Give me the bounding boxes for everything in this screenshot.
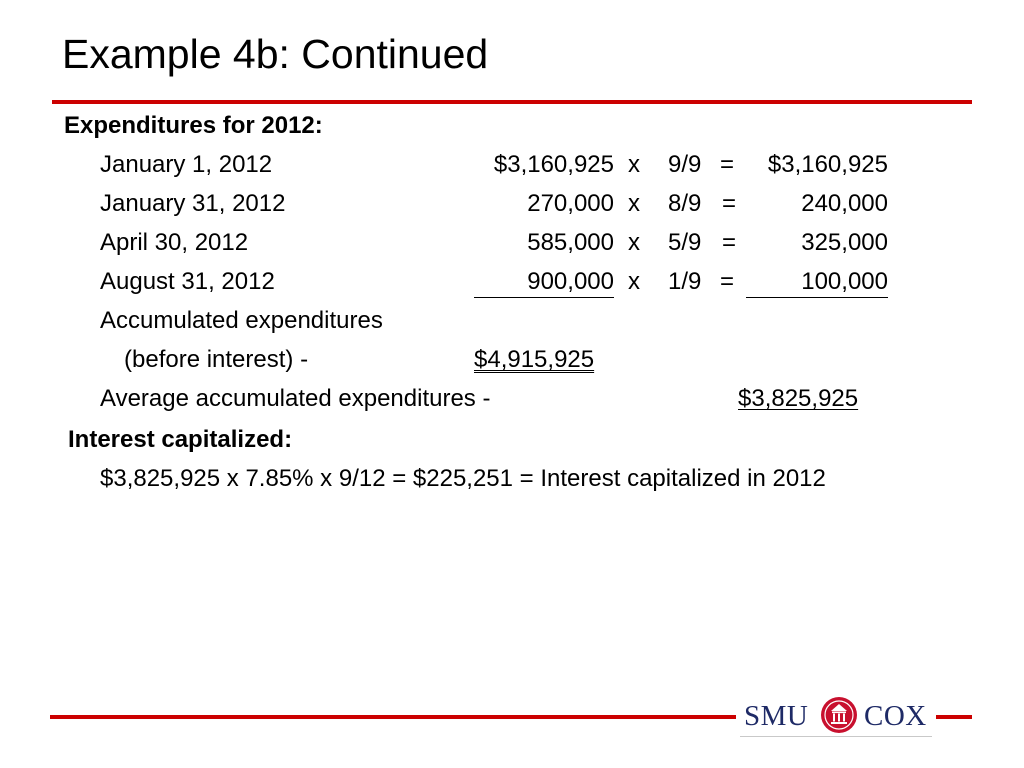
accumulated-label: Accumulated expenditures [100,307,383,334]
row-amount: $3,160,925 [493,151,614,178]
row-date: April 30, 2012 [100,229,249,256]
row-multiply-sign: x [628,151,640,178]
footer-divider [50,715,736,719]
row-fraction: 8/9 [668,190,702,217]
logo-underline [740,736,932,737]
row-equals-sign: = [722,190,737,217]
row-amount-underlined: 900,000 [474,267,614,298]
row-multiply-sign: x [628,229,640,256]
title-divider [52,100,972,104]
row-result-underlined: 100,000 [746,267,888,298]
average-label: Average accumulated expenditures - [100,385,491,412]
row-equals-sign: = [722,229,737,256]
row-equals-sign: = [720,268,735,295]
row-fraction: 1/9 [668,268,702,295]
row-result: 325,000 [801,229,888,256]
row-amount: 585,000 [527,229,614,256]
accumulated-sublabel: (before interest) - [124,346,309,373]
smu-cox-logo: SMU COX [740,694,932,738]
row-date: August 31, 2012 [100,268,275,295]
slide-title: Example 4b: Continued [62,31,489,77]
accumulated-total: $4,915,925 [474,346,595,373]
row-fraction: 5/9 [668,229,702,256]
row-multiply-sign: x [628,268,640,295]
footer-divider-right [936,715,972,719]
logo-text-left: SMU [744,700,809,732]
row-equals-sign: = [720,151,735,178]
row-fraction: 9/9 [668,151,702,178]
section-heading-expenditures: Expenditures for 2012: [64,112,323,139]
section-heading-interest: Interest capitalized: [68,426,293,453]
interest-formula: $3,825,925 x 7.85% x 9/12 = $225,251 = I… [100,465,826,492]
row-multiply-sign: x [628,190,640,217]
row-date: January 31, 2012 [100,190,286,217]
row-amount: 270,000 [527,190,614,217]
row-date: January 1, 2012 [100,151,273,178]
smu-seal-icon [821,697,857,733]
logo-text-right: COX [864,700,927,732]
average-total: $3,825,925 [738,385,859,412]
row-result: 240,000 [801,190,888,217]
row-result: $3,160,925 [767,151,888,178]
